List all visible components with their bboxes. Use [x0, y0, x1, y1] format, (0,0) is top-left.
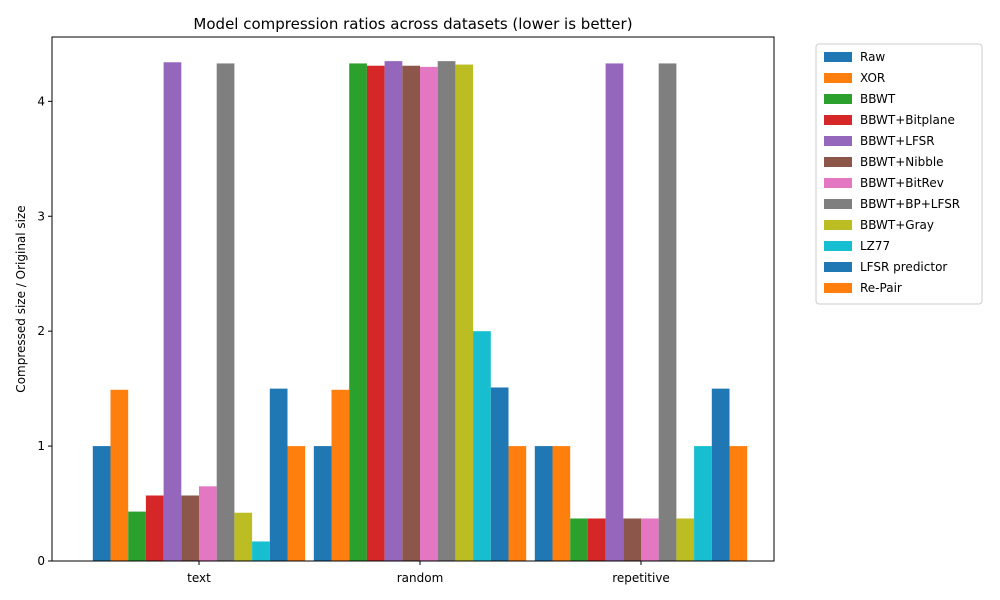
y-tick-label: 0 [37, 554, 45, 568]
bar-xor-text [110, 389, 129, 561]
legend-swatch [824, 115, 852, 125]
plot-frame [51, 36, 775, 562]
legend-entry-label: BBWT [860, 92, 896, 106]
legend-swatch [824, 262, 852, 272]
bar-bbwt-nibble-random [402, 65, 420, 561]
bar-bbwt-bitrev-repetitive [641, 518, 659, 561]
bar-bbwt-repetitive [570, 518, 588, 561]
y-tick-label: 1 [37, 439, 45, 453]
x-tick-label-repetitive: repetitive [612, 571, 670, 585]
bar-lz77-random [473, 331, 491, 561]
bar-bbwt-text [128, 511, 146, 561]
chart-title: Model compression ratios across datasets… [193, 15, 632, 33]
bar-bbwt-nibble-text [181, 495, 199, 561]
x-tick-label-text: text [187, 571, 211, 585]
bar-raw-text [92, 446, 111, 561]
bar-re-pair-repetitive [729, 446, 748, 561]
legend-entry-label: BBWT+BP+LFSR [860, 197, 960, 211]
y-tick-label: 2 [37, 324, 45, 338]
legend-entry-label: BBWT+BitRev [860, 176, 944, 190]
legend: Raw XOR BBWT BBWT+Bitplane BBWT+LFSR BBWT+Nib… [815, 43, 983, 305]
legend-swatch [824, 283, 852, 293]
legend-entry-label: BBWT+LFSR [860, 134, 935, 148]
bar-xor-random [331, 389, 350, 561]
legend-entry-label: BBWT+Gray [860, 218, 934, 232]
bar-bbwt-random [349, 63, 367, 562]
bar-lfsr-predictor-random [490, 387, 509, 561]
legend-entry-label: Re-Pair [860, 281, 902, 295]
bar-bbwt-gray-random [455, 64, 474, 561]
legend-swatch [824, 178, 852, 188]
bar-bbwt-nibble-repetitive [623, 518, 641, 561]
bar-bbwt-gray-text [234, 512, 253, 561]
bar-bbwt-gray-repetitive [676, 518, 695, 561]
bar-lfsr-predictor-text [269, 388, 288, 561]
legend-swatch [824, 157, 852, 167]
y-tick-label: 4 [37, 94, 45, 108]
legend-entry-label: BBWT+Nibble [860, 155, 944, 169]
legend-frame [815, 43, 983, 305]
bar-lfsr-predictor-repetitive [711, 388, 730, 561]
bar-bbwt-bitrev-random [420, 66, 438, 561]
plot-area: 0 1 2 3 4 text random repetitive [37, 36, 775, 585]
bar-bbwt-lfsr-repetitive [605, 63, 624, 562]
bar-bbwt-bitrev-text [199, 486, 217, 561]
bar-xor-repetitive [552, 446, 571, 561]
legend-swatch [824, 73, 852, 83]
x-tick-label-random: random [397, 571, 444, 585]
legend-entry-label: LFSR predictor [860, 260, 947, 274]
bar-lz77-text [252, 541, 270, 561]
bar-bbwt-lfsr-text [163, 62, 182, 561]
bar-bbwt-bp-lfsr-random [437, 61, 456, 561]
y-tick-label: 3 [37, 209, 45, 223]
legend-swatch [824, 199, 852, 209]
legend-entry-label: BBWT+Bitplane [860, 113, 955, 127]
bar-raw-repetitive [534, 446, 553, 561]
legend-entry-label: Raw [860, 50, 885, 64]
legend-swatch [824, 94, 852, 104]
y-axis-label: Compressed size / Original size [14, 205, 28, 392]
legend-entry-label: XOR [860, 71, 885, 85]
bar-re-pair-text [287, 446, 306, 561]
bar-bbwt-bp-lfsr-text [216, 63, 235, 562]
legend-swatch [824, 220, 852, 230]
bar-bbwt-bitplane-text [145, 495, 164, 561]
bar-lz77-repetitive [694, 446, 712, 561]
bar-raw-random [313, 446, 332, 561]
bar-re-pair-random [508, 446, 527, 561]
bar-bbwt-lfsr-random [384, 61, 403, 561]
legend-swatch [824, 241, 852, 251]
legend-entry-label: LZ77 [860, 239, 890, 253]
legend-swatch [824, 52, 852, 62]
bar-bbwt-bitplane-random [366, 65, 385, 561]
bar-bbwt-bp-lfsr-repetitive [658, 63, 677, 562]
legend-swatch [824, 136, 852, 146]
bar-bbwt-bitplane-repetitive [587, 518, 606, 561]
